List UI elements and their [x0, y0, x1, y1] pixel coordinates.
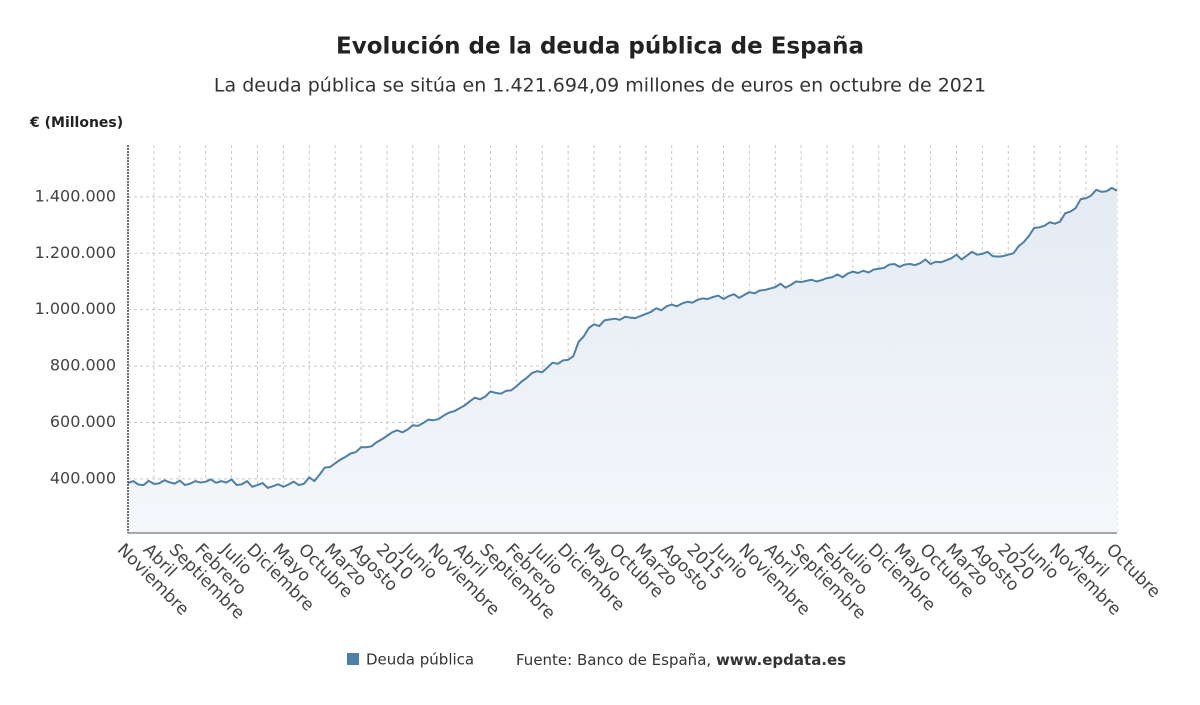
y-tick-label: 800.000	[50, 356, 116, 375]
area	[128, 187, 1117, 534]
plot-area: 400.000 600.000 800.000 1.000.000 1.200.000 1…	[35, 145, 1164, 624]
y-tick-label: 1.200.000	[35, 243, 116, 262]
y-tick-label: 400.000	[50, 468, 116, 487]
y-tick-label: 600.000	[50, 412, 116, 431]
legend-label: Deuda pública	[366, 651, 474, 669]
y-tick-label: 1.000.000	[35, 299, 116, 318]
line	[127, 186, 1118, 489]
source-url: www.epdata.es	[716, 651, 846, 669]
source-label: Fuente: Banco de España,	[516, 651, 711, 669]
y-tick-label: 1.400.000	[35, 186, 116, 205]
source: Fuente: Banco de España, www.epdata.es	[516, 651, 846, 669]
legend-swatch	[347, 653, 359, 665]
chart-subtitle: La deuda pública se sitúa en 1.421.694,0…	[214, 75, 986, 97]
legend: Deuda pública Fuente: Banco de España, w…	[347, 651, 846, 669]
y-axis-label: € (Millones)	[29, 115, 123, 131]
chart-title: Evolución de la deuda pública de España	[336, 34, 864, 60]
